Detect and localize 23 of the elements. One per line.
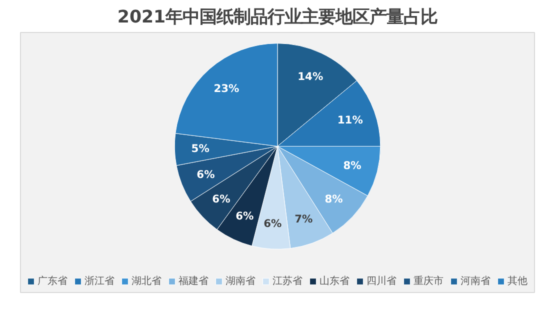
data-label: 6%	[212, 192, 231, 206]
data-label: 14%	[298, 70, 324, 83]
legend-label: 山东省	[320, 274, 350, 288]
data-label: 11%	[337, 114, 364, 127]
legend-label: 浙江省	[84, 274, 114, 288]
data-label: 6%	[264, 216, 282, 230]
data-label: 7%	[294, 212, 314, 226]
legend-label: 重庆市	[414, 274, 444, 288]
legend-label: 四川省	[366, 274, 396, 288]
legend-label: 湖北省	[132, 274, 162, 288]
data-label: 6%	[196, 168, 216, 182]
data-label: 8%	[324, 192, 344, 206]
legend-label: 江苏省	[272, 274, 302, 288]
legend-label: 其他	[508, 274, 528, 288]
data-label: 8%	[343, 158, 362, 172]
legend-label: 湖南省	[226, 274, 256, 288]
chart-title: 2021年中国纸制品行业主要地区产量占比	[117, 8, 438, 28]
data-label: 23%	[214, 82, 240, 95]
legend-label: 河南省	[460, 274, 490, 288]
data-label: 6%	[236, 210, 254, 223]
legend-label: 广东省	[38, 274, 68, 288]
legend-label: 福建省	[178, 274, 208, 288]
data-label: 5%	[191, 142, 210, 156]
